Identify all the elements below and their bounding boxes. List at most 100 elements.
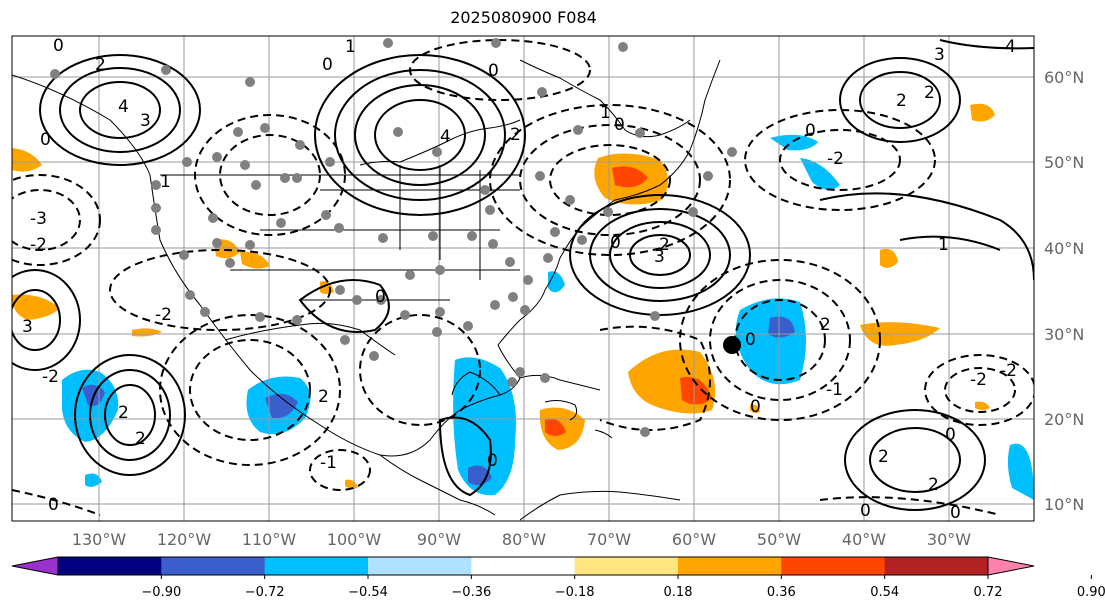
contour-labels: 0 2 4 3 0 1 4 0 1 0 3 2 0 3 4 2 2 0 -2 1…	[22, 36, 1017, 523]
pos-anomaly-small-3	[975, 401, 990, 410]
contour-label: -2	[970, 370, 987, 390]
contour-label: 3	[140, 111, 151, 131]
neg-core-atlantic	[768, 316, 795, 338]
lon-tick-label: 130°W	[72, 530, 127, 549]
lat-tick-label: 30°N	[1044, 325, 1084, 344]
lon-tick-label: 110°W	[242, 530, 297, 549]
colorbar-tick-label: −0.36	[451, 585, 491, 600]
neg-anomaly-small	[85, 473, 102, 487]
contour-label: 0	[860, 501, 871, 521]
colorbar-bin	[471, 557, 576, 575]
colorbar-frame	[57, 556, 989, 576]
storm-marker	[723, 336, 741, 354]
colorbar-extend-low	[12, 557, 58, 575]
colorbar: −0.90 −0.72 −0.54 −0.36 −0.18 0.18 0.36 0.54 0.7…	[11, 556, 1105, 600]
contour-label: 2	[820, 315, 831, 335]
contour-label: 4	[1005, 37, 1016, 57]
contour-label: -1	[826, 380, 843, 400]
contour-label: 0	[40, 130, 51, 150]
pos-anomaly-small-4	[345, 479, 358, 489]
lat-tick-label: 20°N	[1044, 410, 1084, 429]
lon-tick-label: 120°W	[157, 530, 212, 549]
colorbar-tick-label: 0.36	[767, 585, 796, 600]
contour-label: 4	[440, 127, 451, 147]
contour-label: 2	[659, 235, 670, 255]
colorbar-tick-label: −0.54	[348, 585, 388, 600]
pos-core-caribbean	[545, 418, 566, 436]
lon-tick-label: 30°W	[927, 530, 971, 549]
lon-tick-label: 70°W	[587, 530, 631, 549]
neg-anomaly-gulf	[453, 357, 516, 496]
contour-label: 0	[48, 495, 59, 515]
pos-core-canada	[612, 166, 648, 188]
contours-positive	[12, 39, 1034, 511]
shaded-anomalies	[12, 103, 1034, 500]
map-title: 2025080900 F084	[450, 8, 597, 27]
contour-label: -3	[30, 209, 47, 229]
neg-anomaly-east	[1007, 443, 1034, 500]
colorbar-bin	[58, 557, 162, 575]
contour-label: 1	[160, 172, 171, 192]
contour-label: -2	[42, 367, 59, 387]
contour-label: 0	[950, 503, 961, 523]
contour-label: -2	[1000, 361, 1017, 381]
pos-anomaly-west	[12, 148, 42, 172]
colorbar-bin	[368, 557, 472, 575]
neg-anomaly-north-atlantic-2	[800, 158, 840, 190]
contour-label: 0	[610, 233, 621, 253]
contour-label: 3	[934, 45, 945, 65]
lat-tick-label: 60°N	[1044, 68, 1084, 87]
contour-label: 0	[322, 55, 333, 75]
neg-core-mexico	[265, 393, 298, 419]
pos-anomaly-rockies-2	[240, 251, 270, 269]
colorbar-tick-label: 0.54	[870, 585, 899, 600]
contour-label: 2	[95, 55, 106, 75]
contour-label: 0	[805, 121, 816, 141]
lat-tick-label: 10°N	[1044, 495, 1084, 514]
pos-core-atlantic	[680, 376, 712, 405]
contour-label: 0	[745, 330, 756, 350]
contour-label: 2	[924, 83, 935, 103]
contour-label: -2	[827, 149, 844, 169]
map-frame	[11, 35, 1035, 522]
lon-tick-labels: 130°W 120°W 110°W 100°W 90°W 80°W 70°W 6…	[72, 530, 971, 549]
contour-label: 1	[345, 37, 356, 57]
lon-tick-label: 100°W	[327, 530, 382, 549]
lon-tick-label: 90°W	[417, 530, 461, 549]
colorbar-bin	[574, 557, 679, 575]
contour-label: 0	[488, 61, 499, 81]
colorbar-bin	[264, 557, 369, 575]
contour-label: 4	[118, 97, 129, 117]
lon-tick-label: 50°W	[757, 530, 801, 549]
contour-label: 0	[375, 287, 386, 307]
colorbar-extend-high-outline	[987, 556, 1035, 576]
colorbar-tick-label: 0.72	[974, 585, 1003, 600]
lon-tick-label: 40°W	[842, 530, 886, 549]
colorbar-tick-label: −0.18	[555, 585, 595, 600]
lon-tick-label: 80°W	[502, 530, 546, 549]
lon-tick-label: 60°W	[672, 530, 716, 549]
lat-tick-label: 40°N	[1044, 239, 1084, 258]
colorbar-bin	[884, 557, 989, 575]
colorbar-bin	[678, 557, 782, 575]
pos-anomaly-small-5	[750, 404, 760, 414]
neg-anomaly-north-atlantic	[770, 134, 818, 151]
colorbar-tick-label: −0.72	[245, 585, 285, 600]
lat-tick-labels: 60°N 50°N 40°N 30°N 20°N 10°N	[1044, 68, 1084, 514]
contour-label: 1	[600, 103, 611, 123]
contour-label: 3	[22, 317, 33, 337]
colorbar-extend-high	[988, 557, 1034, 575]
pos-anomaly-west-2	[12, 294, 60, 320]
neg-core-gulf	[468, 465, 492, 486]
contour-label: 2	[118, 403, 129, 423]
contour-label: 2	[928, 475, 939, 495]
contour-label: -2	[30, 235, 47, 255]
contour-label: 0	[945, 425, 956, 445]
pos-anomaly-east	[880, 248, 898, 268]
contour-label: 0	[53, 36, 64, 56]
contour-label: 0	[487, 451, 498, 471]
contour-label: 2	[135, 429, 146, 449]
contour-label: 0	[750, 397, 761, 417]
contour-label: 3	[654, 247, 665, 267]
